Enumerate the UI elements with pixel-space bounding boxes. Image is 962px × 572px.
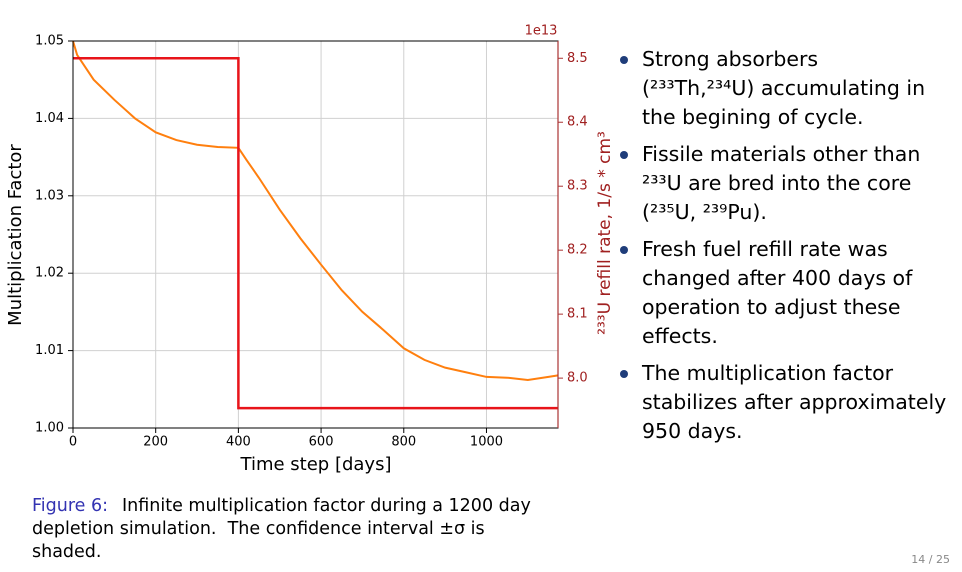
bullet-line: the begining of cycle. (642, 105, 863, 129)
bullet-line: operation to adjust these (642, 295, 900, 319)
bullet-line: changed after 400 days of (642, 266, 913, 290)
bullet-line: Fresh fuel refill rate was (642, 237, 888, 261)
caption-line: depletion simulation. The confidence int… (32, 519, 485, 539)
x-tick-label: 800 (391, 435, 416, 450)
bullet-line: 950 days. (642, 419, 743, 443)
x-tick-label: 400 (226, 435, 251, 450)
x-tick-label: 200 (143, 435, 168, 450)
y-tick-label: 1.01 (35, 343, 64, 358)
page-number: 14 / 25 (911, 553, 950, 566)
y-axis-label: Multiplication Factor (5, 144, 26, 326)
y2-tick-label: 8.1 (567, 307, 588, 322)
y2-offset: 1e13 (525, 24, 558, 39)
y-tick-label: 1.03 (35, 188, 64, 203)
series-line (73, 57, 558, 410)
x-tick-label: 0 (69, 435, 77, 450)
bullet-dot (620, 246, 628, 254)
caption-line: shaded. (32, 542, 101, 562)
bullet-line: ²³³U are bred into the core (642, 171, 911, 195)
y2-tick-label: 8.0 (567, 371, 588, 386)
y-tick-label: 1.02 (35, 266, 64, 281)
bullet-line: effects. (642, 324, 718, 348)
y-tick-label: 1.05 (35, 34, 64, 49)
bullet-list: Strong absorbers (²³³Th,²³⁴U) accumulatin… (620, 47, 946, 443)
y-tick-label: 1.00 (35, 421, 64, 436)
x-axis-label: Time step [days] (240, 454, 392, 475)
bullet-line: (²³⁵U, ²³⁹Pu). (642, 200, 767, 224)
caption: Figure 6: Infinite multiplication factor … (32, 496, 531, 562)
bullet-line: The multiplication factor (641, 361, 894, 385)
y-tick-label: 1.04 (35, 111, 64, 126)
x-tick-label: 1000 (470, 435, 503, 450)
bullet-dot (620, 370, 628, 378)
bullet-line: (²³³Th,²³⁴U) accumulating in (642, 76, 925, 100)
bullet-line: Strong absorbers (642, 47, 818, 71)
caption-label: Figure 6: (32, 496, 108, 516)
bullet-dot (620, 56, 628, 64)
y2-tick-label: 8.3 (567, 179, 588, 194)
y2-tick-label: 8.5 (567, 51, 588, 66)
bullet-dot (620, 151, 628, 159)
caption-line: Infinite multiplication factor during a … (122, 496, 531, 516)
bullet-line: stabilizes after approximately (642, 390, 946, 414)
series-line (72, 40, 559, 382)
y2-tick-label: 8.4 (567, 115, 588, 130)
bullet-line: Fissile materials other than (642, 142, 920, 166)
x-tick-label: 600 (309, 435, 334, 450)
y2-tick-label: 8.2 (567, 243, 588, 258)
y2-axis-label: ²³³U refill rate, 1/s * cm³ (595, 131, 615, 335)
